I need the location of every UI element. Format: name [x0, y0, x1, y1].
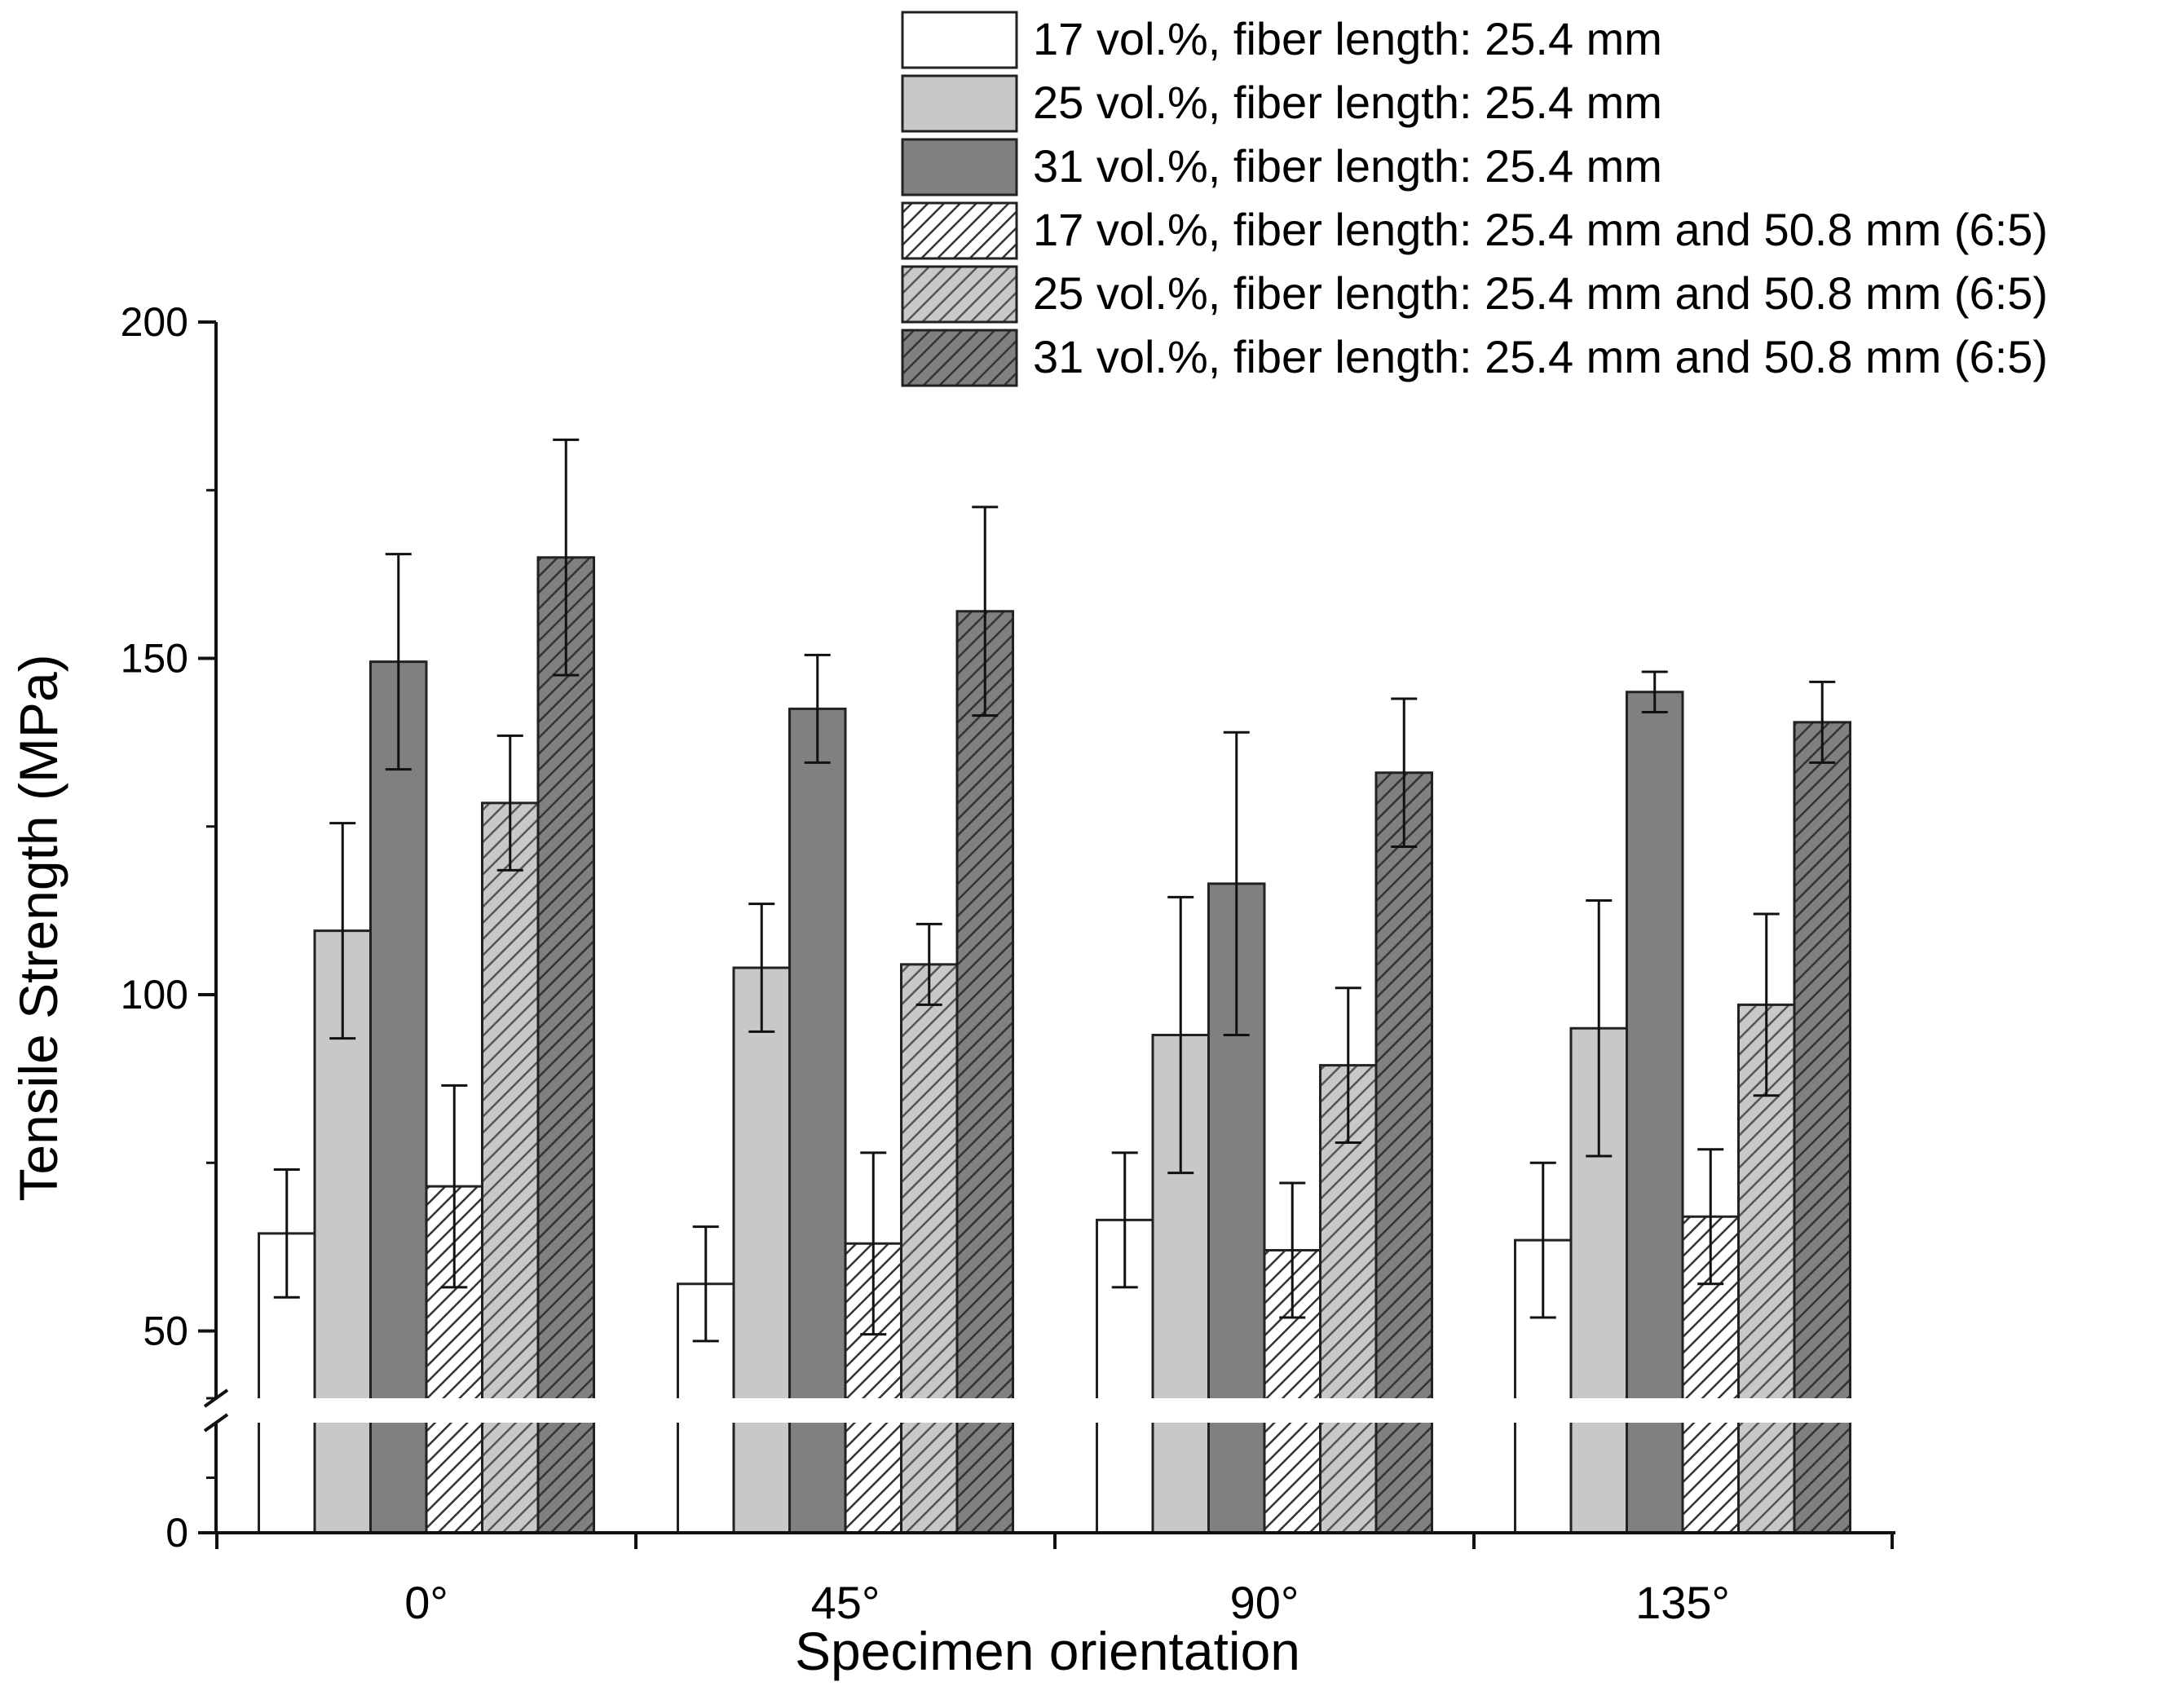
legend-label: 31 vol.%, fiber length: 25.4 mm and 50.8… — [1033, 331, 2048, 382]
legend-swatch — [901, 138, 1018, 196]
legend-swatch — [901, 329, 1018, 387]
axis-break-gap — [192, 1398, 1904, 1423]
legend-swatch — [901, 265, 1018, 324]
legend-label: 25 vol.%, fiber length: 25.4 mm and 50.8… — [1033, 267, 2048, 319]
y-tick-label: 50 — [143, 1309, 188, 1354]
y-tick-label: 150 — [121, 636, 188, 682]
axis-break-mark — [203, 1413, 229, 1432]
bar-s5-2 — [900, 963, 959, 1534]
error-bar-s1-2 — [692, 1225, 719, 1343]
error-bar-s3-4 — [1641, 670, 1668, 713]
error-bar-s4-2 — [860, 1151, 887, 1336]
x-tick-label: 0° — [404, 1577, 448, 1628]
error-bar-s6-1 — [553, 438, 580, 677]
plot-area: 0 50 100 150 200 0° 45° 90° 135° — [121, 299, 1904, 1628]
y-tick-label: 100 — [121, 972, 188, 1017]
legend-label: 31 vol.%, fiber length: 25.4 mm — [1033, 140, 1662, 192]
error-bar-s5-2 — [916, 922, 942, 1006]
error-bar-s2-3 — [1167, 895, 1194, 1175]
bar-s3-4 — [1626, 691, 1684, 1534]
error-bar-s6-2 — [972, 505, 999, 717]
x-tick-label: 90° — [1230, 1577, 1299, 1628]
error-bar-s5-4 — [1753, 912, 1780, 1097]
error-bar-s3-3 — [1223, 731, 1250, 1036]
bar-s6-1 — [536, 556, 595, 1534]
error-bar-s1-4 — [1529, 1161, 1556, 1319]
legend-swatch — [901, 11, 1018, 69]
error-bar-s5-1 — [496, 734, 523, 872]
y-tick-label: 0 — [165, 1510, 188, 1556]
legend-label: 17 vol.%, fiber length: 25.4 mm — [1033, 13, 1662, 64]
x-tick-label: 45° — [811, 1577, 880, 1628]
legend: 17 vol.%, fiber length: 25.4 mm 25 vol.%,… — [901, 11, 2048, 387]
legend-label: 17 vol.%, fiber length: 25.4 mm and 50.8… — [1033, 204, 2048, 255]
bar-s2-2 — [732, 966, 791, 1534]
error-bar-s2-4 — [1586, 899, 1613, 1158]
bar-s3-2 — [788, 707, 847, 1534]
legend-swatch — [901, 74, 1018, 133]
legend-label: 25 vol.%, fiber length: 25.4 mm — [1033, 77, 1662, 128]
bar-s6-4 — [1793, 721, 1851, 1534]
error-bar-s2-1 — [329, 822, 356, 1040]
error-bar-s4-3 — [1279, 1181, 1306, 1319]
legend-swatch — [901, 201, 1018, 260]
error-bar-s5-3 — [1335, 987, 1361, 1144]
y-axis-title: Tensile Strength (MPa) — [8, 654, 68, 1201]
error-bar-s1-1 — [273, 1168, 300, 1299]
error-bar-s2-2 — [748, 903, 775, 1033]
error-bar-s1-3 — [1111, 1151, 1138, 1289]
error-bar-s3-2 — [804, 653, 831, 764]
error-bar-s6-3 — [1391, 697, 1418, 848]
x-axis-title: Specimen orientation — [795, 1621, 1300, 1681]
bar-s6-2 — [955, 610, 1014, 1534]
y-tick-label: 200 — [121, 299, 188, 345]
error-bar-s4-4 — [1697, 1148, 1724, 1286]
bar-s5-1 — [481, 801, 540, 1534]
error-bar-s6-4 — [1809, 680, 1836, 764]
error-bar-s3-1 — [385, 553, 412, 771]
error-bar-s4-1 — [441, 1084, 468, 1289]
x-tick-label: 135° — [1635, 1577, 1730, 1628]
bar-s3-1 — [369, 660, 428, 1534]
